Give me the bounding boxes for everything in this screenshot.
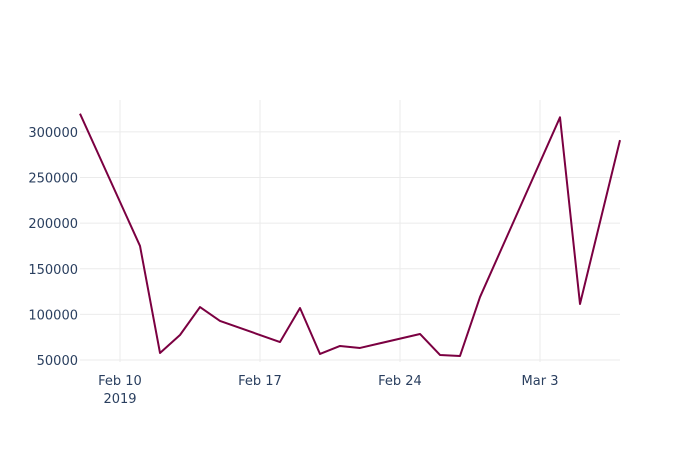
x-tick-label: Feb 10 2019 bbox=[98, 374, 142, 407]
y-tick-label: 250000 bbox=[28, 172, 78, 187]
x-tick-label: Feb 17 bbox=[238, 374, 282, 389]
line-series bbox=[79, 113, 621, 357]
y-tick-label: 200000 bbox=[28, 217, 78, 232]
x-tick-label: Feb 24 bbox=[378, 374, 422, 389]
y-tick-label: 100000 bbox=[28, 308, 78, 323]
y-tick-label: 150000 bbox=[28, 263, 78, 278]
y-tick-label: 300000 bbox=[28, 126, 78, 141]
x-tick-label: Mar 3 bbox=[522, 374, 559, 389]
y-tick-label: 50000 bbox=[37, 354, 78, 369]
